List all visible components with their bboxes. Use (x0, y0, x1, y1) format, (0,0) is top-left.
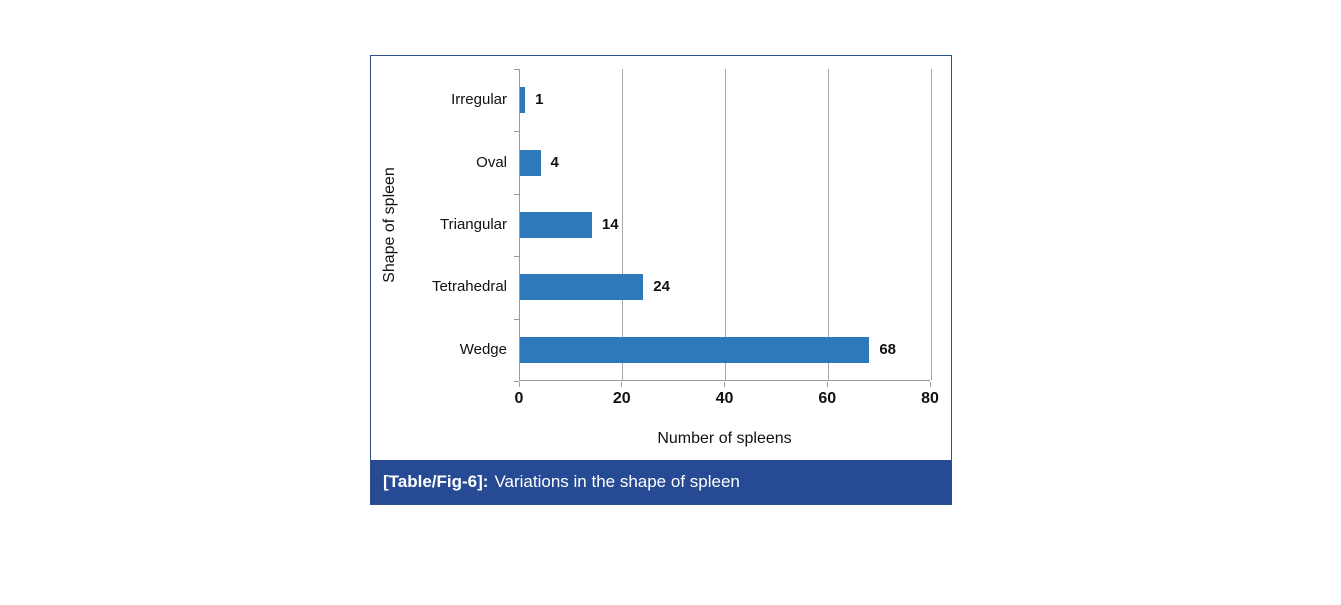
gridline-60 (827, 69, 829, 380)
bar-triangular (520, 212, 592, 238)
gridline-80 (930, 69, 932, 380)
x-axis-tick-0 (518, 382, 520, 387)
x-tick-label-0: 0 (514, 390, 524, 407)
bar-chart: Shape of spleen Number of spleens 1 Irreg… (371, 56, 951, 461)
x-axis-tick-80 (929, 382, 931, 387)
x-tick-label-60: 60 (818, 390, 837, 407)
bar-wedge (520, 336, 870, 363)
plot-area (519, 69, 932, 381)
x-axis-tick-40 (724, 382, 725, 387)
x-tick-label-40: 40 (715, 390, 734, 407)
figure-panel: Shape of spleen Number of spleens 1 Irreg… (370, 55, 952, 505)
caption-text: Variations in the shape of spleen (494, 472, 740, 491)
x-tick-label-80: 80 (921, 390, 939, 407)
figure-caption: [Table/Fig-6]: Variations in the shape o… (371, 460, 951, 504)
gridline-40 (725, 69, 726, 380)
y-axis-title: Shape of spleen (381, 167, 398, 283)
x-tick-label-20: 20 (612, 390, 631, 407)
bar-irregular (520, 87, 526, 114)
x-axis-tick-60 (826, 382, 828, 387)
caption-label: [Table/Fig-6]: (383, 472, 489, 491)
gridline-20 (622, 69, 624, 380)
x-axis-tick-20 (621, 382, 623, 387)
x-axis-title: Number of spleens (657, 430, 792, 447)
bar-oval (520, 149, 541, 176)
y-axis-tick (514, 381, 519, 382)
bar-tetrahedral (520, 274, 644, 301)
